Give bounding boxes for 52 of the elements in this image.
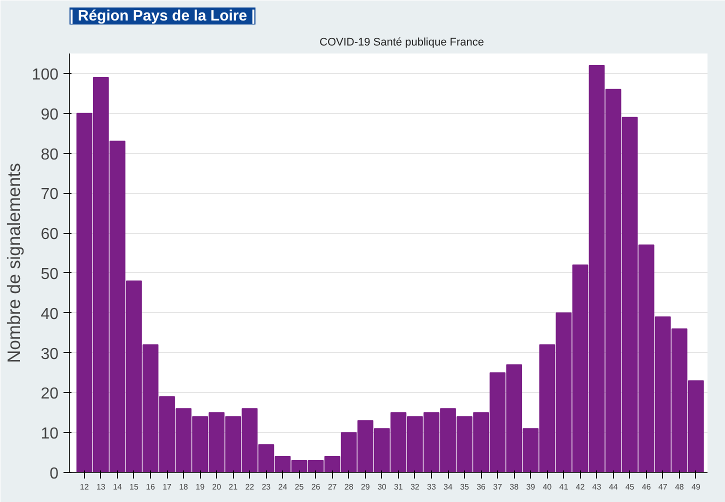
x-tick-label: 40: [542, 482, 552, 492]
x-tick-label: 23: [262, 482, 272, 492]
x-tick-label: 31: [394, 482, 404, 492]
x-tick-label: 39: [526, 482, 536, 492]
y-tick-label: 70: [40, 186, 59, 204]
x-tick-label: 22: [245, 482, 255, 492]
y-tick-label: 60: [40, 226, 59, 244]
x-tick-label: 19: [196, 482, 206, 492]
y-tick-label: 90: [40, 106, 59, 124]
x-tick-label: 24: [278, 482, 288, 492]
x-tick-label: 38: [510, 482, 520, 492]
y-tick-label: 80: [40, 146, 59, 164]
chart-title: | Région Pays de la Loire |: [70, 8, 256, 24]
x-tick-label: 48: [674, 482, 684, 492]
x-tick-label: 12: [80, 482, 90, 492]
x-tick-label: 35: [460, 482, 470, 492]
x-tick-label: 37: [493, 482, 503, 492]
y-tick-label: 10: [40, 426, 59, 443]
x-tick-label: 13: [96, 482, 106, 492]
x-tick-label: 41: [559, 482, 569, 492]
x-tick-label: 18: [179, 482, 189, 492]
x-tick-label: 28: [344, 482, 354, 492]
x-tick-label: 16: [146, 482, 156, 492]
x-tick-label: 17: [162, 482, 172, 492]
x-tick-label: 42: [576, 482, 586, 492]
x-tick-label: 45: [625, 482, 635, 492]
x-tick-label: 46: [642, 482, 652, 492]
x-tick-label: 32: [410, 482, 420, 492]
x-tick-label: 27: [328, 482, 338, 492]
x-tick-label: 25: [294, 482, 304, 492]
x-tick-label: 36: [476, 482, 486, 492]
x-tick-label: 49: [691, 482, 701, 492]
x-tick-label: 14: [112, 482, 122, 492]
y-tick-label: 30: [40, 346, 59, 363]
y-tick-label: 0: [50, 466, 59, 482]
x-tick-label: 21: [228, 482, 238, 492]
x-tick-label: 20: [212, 482, 222, 492]
chart-subtitle: COVID-19 Santé publique France: [320, 36, 484, 48]
y-tick-label: 100: [32, 66, 59, 84]
x-tick-label: 29: [360, 482, 370, 492]
x-tick-label: 15: [130, 482, 139, 492]
x-tick-label: 47: [658, 482, 668, 492]
y-tick-label: 20: [40, 386, 59, 403]
y-tick-label: 50: [40, 266, 59, 283]
x-tick-label: 34: [444, 482, 454, 492]
x-tick-label: 43: [592, 482, 602, 492]
x-tick-label: 33: [427, 482, 436, 492]
x-tick-label: 26: [311, 482, 321, 492]
x-tick-label: 30: [377, 482, 387, 492]
x-tick-label: 44: [608, 482, 618, 492]
y-axis-title: Nombre de signalements: [4, 162, 24, 364]
y-tick-label: 40: [40, 306, 59, 323]
